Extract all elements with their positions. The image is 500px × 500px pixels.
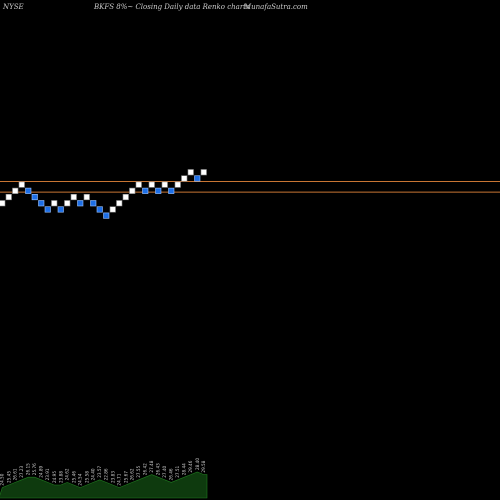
down-brick [57, 206, 64, 213]
brick-price-label: 27.23 [19, 465, 24, 477]
brick-price-label: 23.91 [45, 468, 50, 480]
down-brick [142, 187, 149, 194]
brick-price-label: 24.89 [39, 465, 44, 477]
brick-price-label: 23.83 [110, 471, 115, 483]
up-brick [116, 200, 123, 207]
brick-price-label: 29.58 [201, 460, 206, 472]
brick-price-label: 27.55 [136, 465, 141, 477]
down-brick [38, 200, 45, 207]
brick-price-label: 24.95 [52, 471, 57, 483]
brick-price-label: 27.40 [162, 465, 167, 477]
up-brick [109, 206, 116, 213]
reference-lines [0, 181, 500, 193]
up-brick [122, 194, 129, 201]
brick-price-label: 29.46 [188, 460, 193, 472]
brick-price-labels: 24.50 25.45 26.61 27.23 26.15 25.76 24.89 23.91… [0, 458, 206, 486]
chart-title: BKFS 8%~ Closing Daily data Renko charts [94, 3, 250, 11]
down-brick [44, 206, 51, 213]
up-brick [83, 194, 90, 201]
down-brick [155, 187, 162, 194]
brick-price-label: 26.46 [169, 468, 174, 480]
up-brick [0, 200, 6, 207]
up-brick [64, 200, 71, 207]
renko-bricks [0, 169, 207, 219]
brick-price-label: 26.42 [143, 463, 148, 475]
brick-price-label: 28.40 [195, 458, 200, 470]
brick-price-label: 27.51 [175, 465, 180, 477]
up-brick [70, 194, 77, 201]
brick-price-label: 26.61 [13, 468, 18, 480]
up-brick [12, 187, 19, 194]
down-brick [25, 187, 32, 194]
brick-price-label: 25.67 [123, 471, 128, 483]
down-brick [194, 175, 201, 182]
down-brick [77, 200, 84, 207]
up-brick [161, 181, 168, 188]
exchange-label: NYSE [3, 3, 24, 11]
volume-panel [0, 471, 208, 499]
site-label: MunafaSutra.com [244, 3, 308, 11]
up-brick [135, 181, 142, 188]
brick-price-label: 25.45 [6, 471, 11, 483]
up-brick [51, 200, 58, 207]
brick-price-label: 25.76 [32, 463, 37, 475]
up-brick [18, 181, 25, 188]
up-brick [181, 175, 188, 182]
brick-price-label: 24.40 [91, 468, 96, 480]
up-brick [200, 169, 207, 176]
up-brick [148, 181, 155, 188]
down-brick [90, 200, 97, 207]
brick-price-label: 24.71 [117, 473, 122, 485]
brick-price-label: 25.46 [71, 471, 76, 483]
down-brick [96, 206, 103, 213]
brick-price-label: 23.57 [97, 465, 102, 477]
up-brick [5, 194, 12, 201]
brick-price-label: 26.43 [156, 463, 161, 475]
brick-price-label: 24.50 [0, 473, 5, 485]
brick-price-label: 22.86 [104, 468, 109, 480]
volume-area [0, 471, 208, 499]
brick-price-label: 25.58 [84, 471, 89, 483]
brick-price-label: 27.48 [149, 460, 154, 472]
up-brick [129, 187, 136, 194]
down-brick [168, 187, 175, 194]
brick-price-label: 24.54 [78, 473, 83, 485]
down-brick [103, 212, 110, 219]
brick-price-label: 28.44 [182, 463, 187, 475]
up-brick [174, 181, 181, 188]
down-brick [31, 194, 38, 201]
brick-price-label: 26.62 [130, 468, 135, 480]
brick-price-label: 24.62 [65, 468, 70, 480]
brick-price-label: 26.15 [26, 463, 31, 475]
brick-price-label: 23.88 [58, 471, 63, 483]
up-brick [187, 169, 194, 176]
